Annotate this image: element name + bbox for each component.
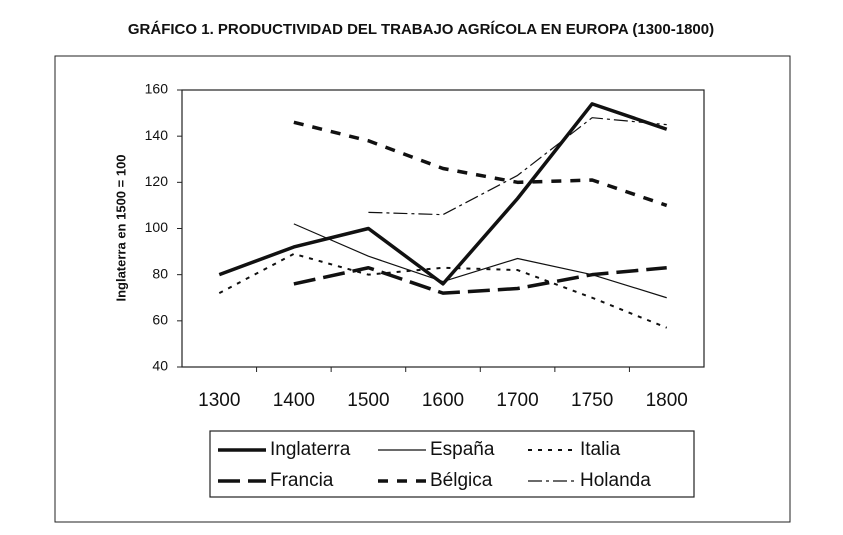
x-tick-label: 1400 xyxy=(273,390,315,411)
x-tick-label: 1600 xyxy=(422,390,464,411)
legend-label: España xyxy=(430,439,495,460)
series-line xyxy=(368,117,667,216)
x-tick-label: 1300 xyxy=(198,390,240,411)
legend-label: Inglaterra xyxy=(270,439,351,460)
y-tick-label: 140 xyxy=(145,127,169,143)
legend-label: Bélgica xyxy=(430,470,493,491)
chart-frame xyxy=(54,55,791,523)
y-tick-label: 160 xyxy=(145,81,169,97)
series-line xyxy=(218,252,668,329)
x-tick-label: 1750 xyxy=(571,390,613,411)
chart-title: GRÁFICO 1. PRODUCTIVIDAD DEL TRABAJO AGR… xyxy=(128,21,714,38)
y-axis-label: Inglaterra en 1500 = 100 xyxy=(113,154,128,301)
legend-label: Francia xyxy=(270,470,334,491)
legend-label: Holanda xyxy=(580,470,651,491)
series-line xyxy=(293,265,667,295)
series-line xyxy=(293,120,668,208)
y-tick-label: 120 xyxy=(145,173,169,189)
y-tick-label: 100 xyxy=(145,219,169,235)
y-tick-label: 80 xyxy=(152,265,168,281)
x-tick-label: 1700 xyxy=(496,390,538,411)
x-tick-label: 1800 xyxy=(646,390,688,411)
series-line xyxy=(218,102,668,286)
x-tick-label: 1500 xyxy=(347,390,389,411)
series-line xyxy=(293,223,667,299)
y-tick-label: 60 xyxy=(152,312,168,328)
legend-box xyxy=(209,430,695,498)
legend-label: Italia xyxy=(580,439,621,460)
y-tick-label: 40 xyxy=(152,358,168,374)
